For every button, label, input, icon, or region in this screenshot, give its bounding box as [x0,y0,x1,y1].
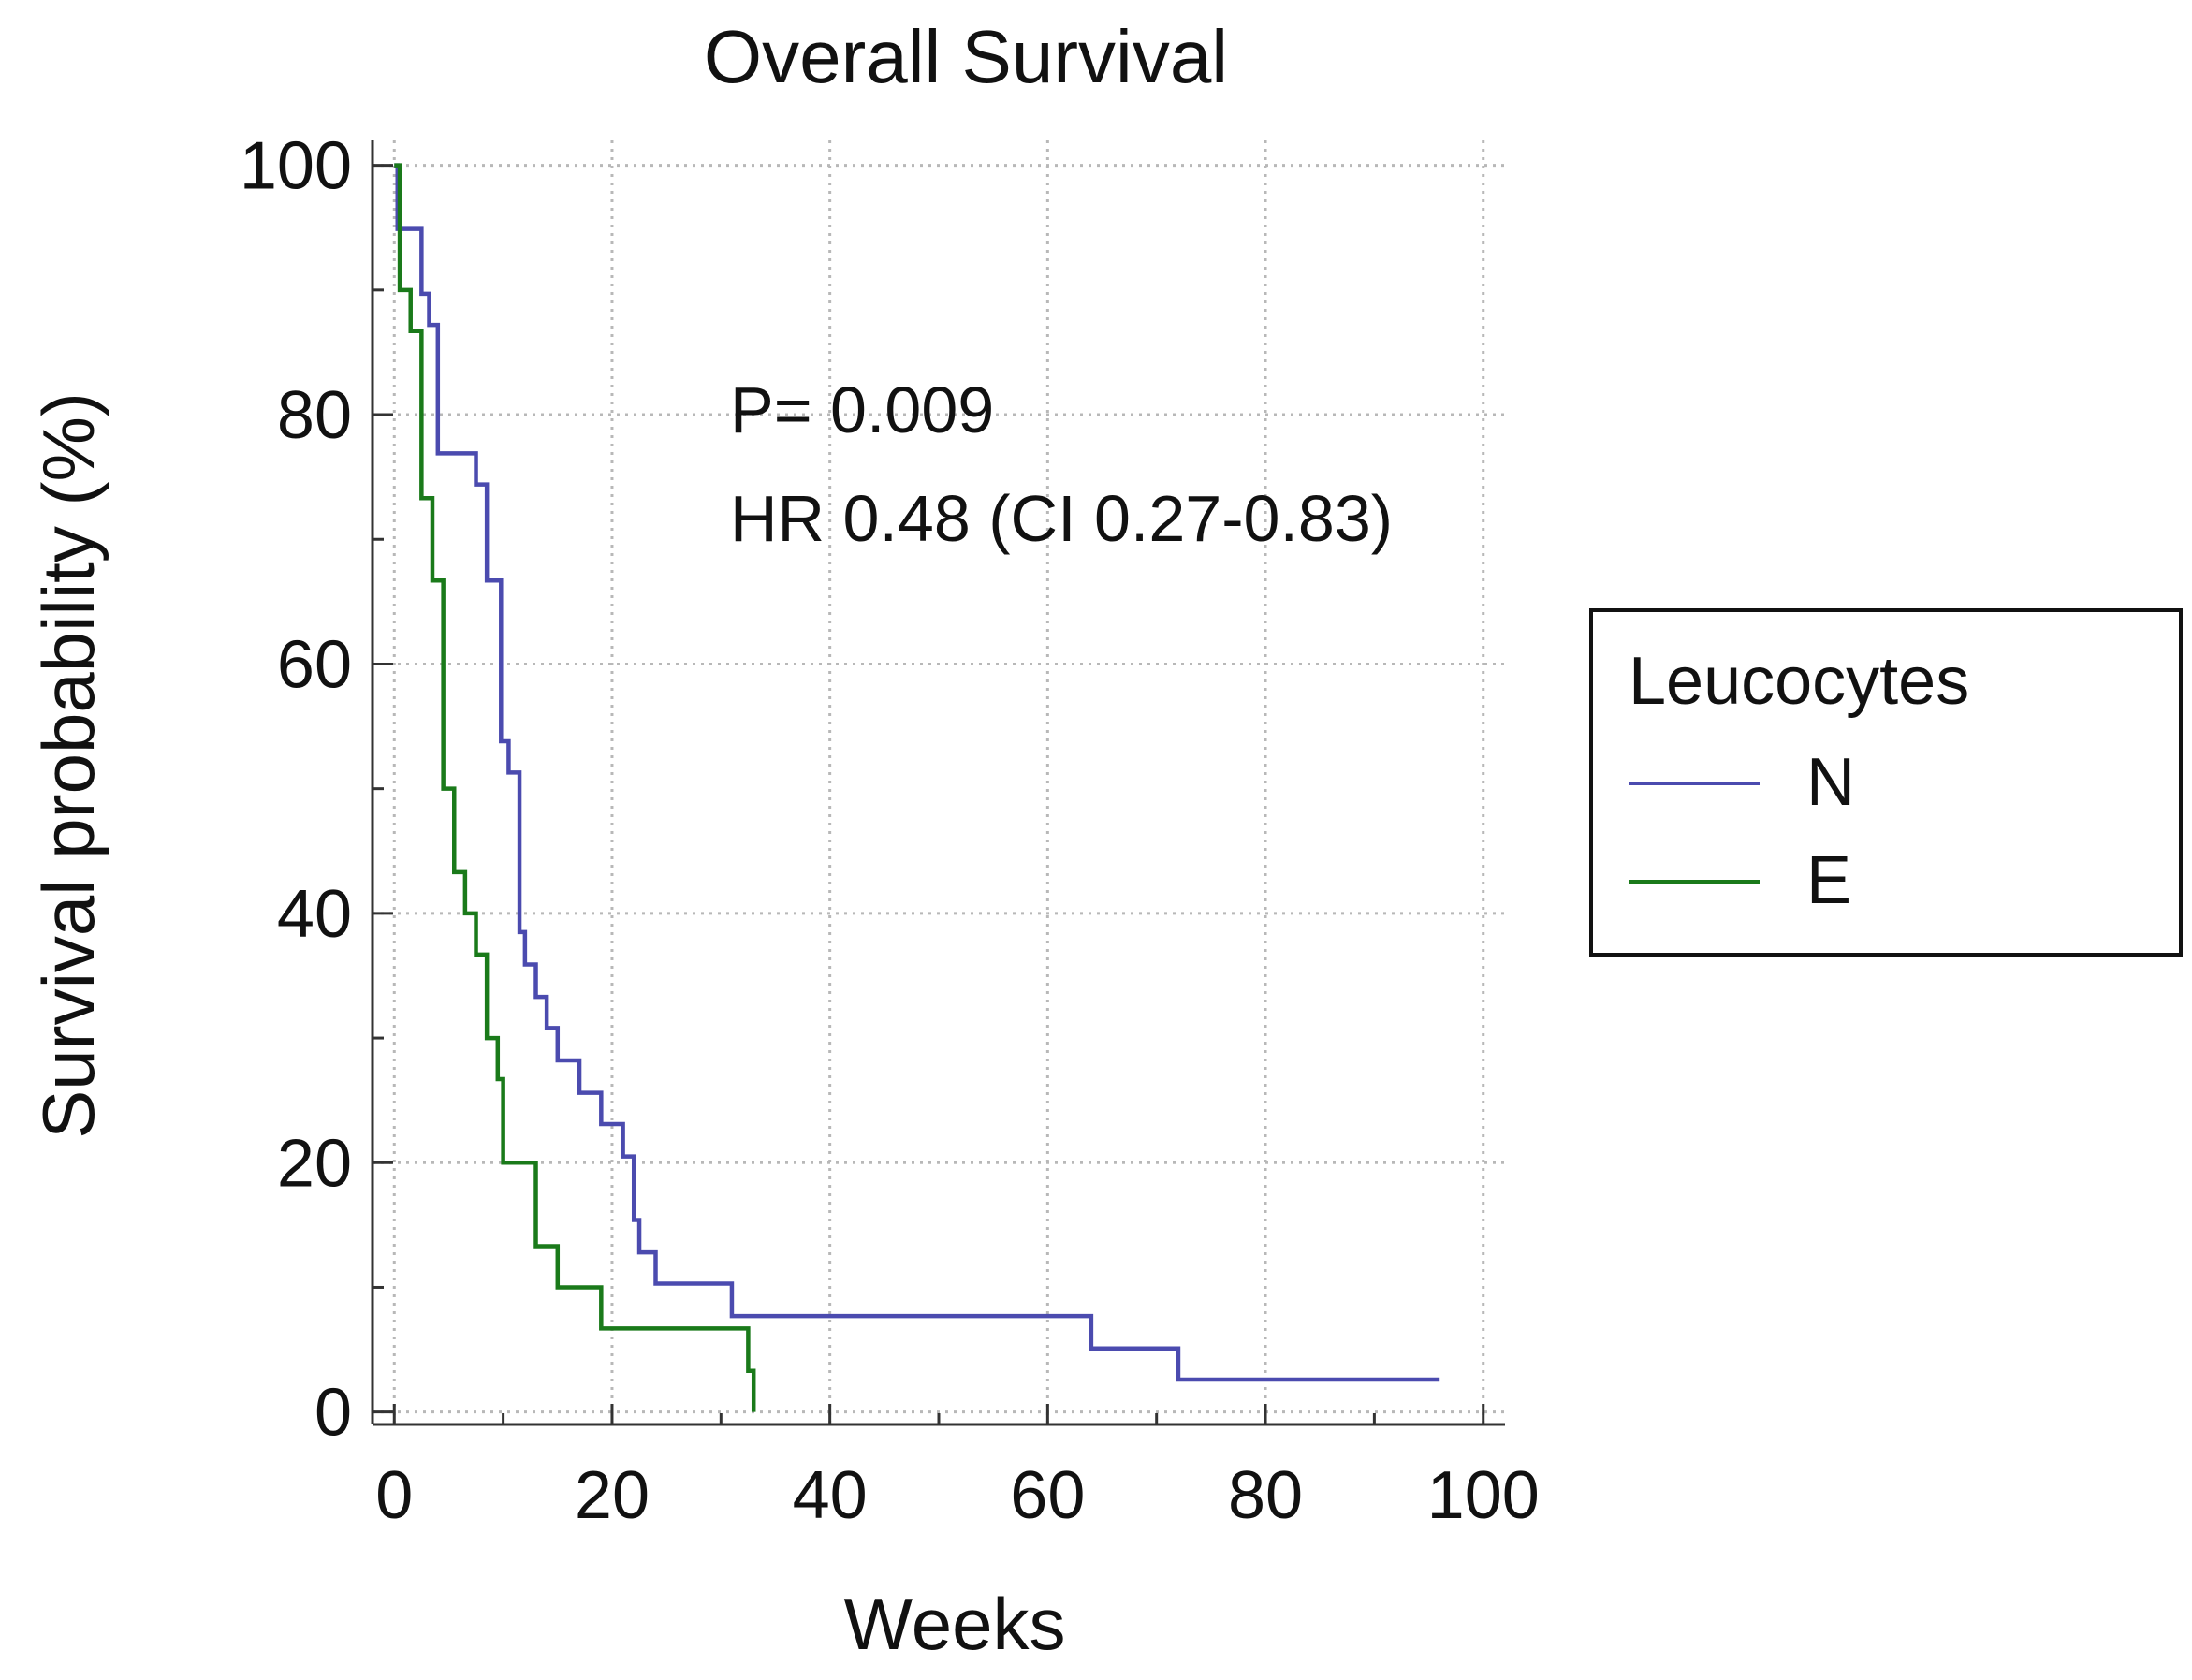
x-tick-label: 100 [1427,1458,1540,1533]
y-tick-label: 0 [314,1376,352,1451]
p-value-annotation: P= 0.009 [730,373,994,446]
series-line-e [394,163,756,1412]
x-tick-label: 60 [1010,1458,1085,1533]
x-tick-label: 40 [793,1458,868,1533]
legend: Leucocytes N E [1589,608,2183,957]
y-tick-label: 20 [277,1126,352,1201]
x-tick-label: 0 [375,1458,413,1533]
y-tick-label: 100 [240,129,352,204]
y-ticks: 0 20 40 60 80 100 [240,129,393,1451]
series-lines [394,163,1440,1412]
x-axis-label: Weeks [844,1583,1066,1665]
axes [371,140,1505,1426]
x-tick-label: 80 [1228,1458,1303,1533]
legend-label-n: N [1806,745,1855,820]
legend-title: Leucocytes [1629,644,1969,719]
hazard-ratio-annotation: HR 0.48 (CI 0.27-0.83) [730,482,1393,555]
legend-label-e: E [1806,843,1851,918]
y-tick-label: 80 [277,378,352,453]
x-ticks: 0 20 40 60 80 100 [375,1404,1540,1533]
y-tick-label: 60 [277,627,352,702]
grid [373,140,1505,1424]
chart-title: Overall Survival [704,15,1228,98]
x-tick-label: 20 [575,1458,650,1533]
y-tick-label: 40 [277,877,352,952]
series-line-n [394,163,1440,1382]
y-axis-label: Survival probability (%) [27,392,110,1139]
